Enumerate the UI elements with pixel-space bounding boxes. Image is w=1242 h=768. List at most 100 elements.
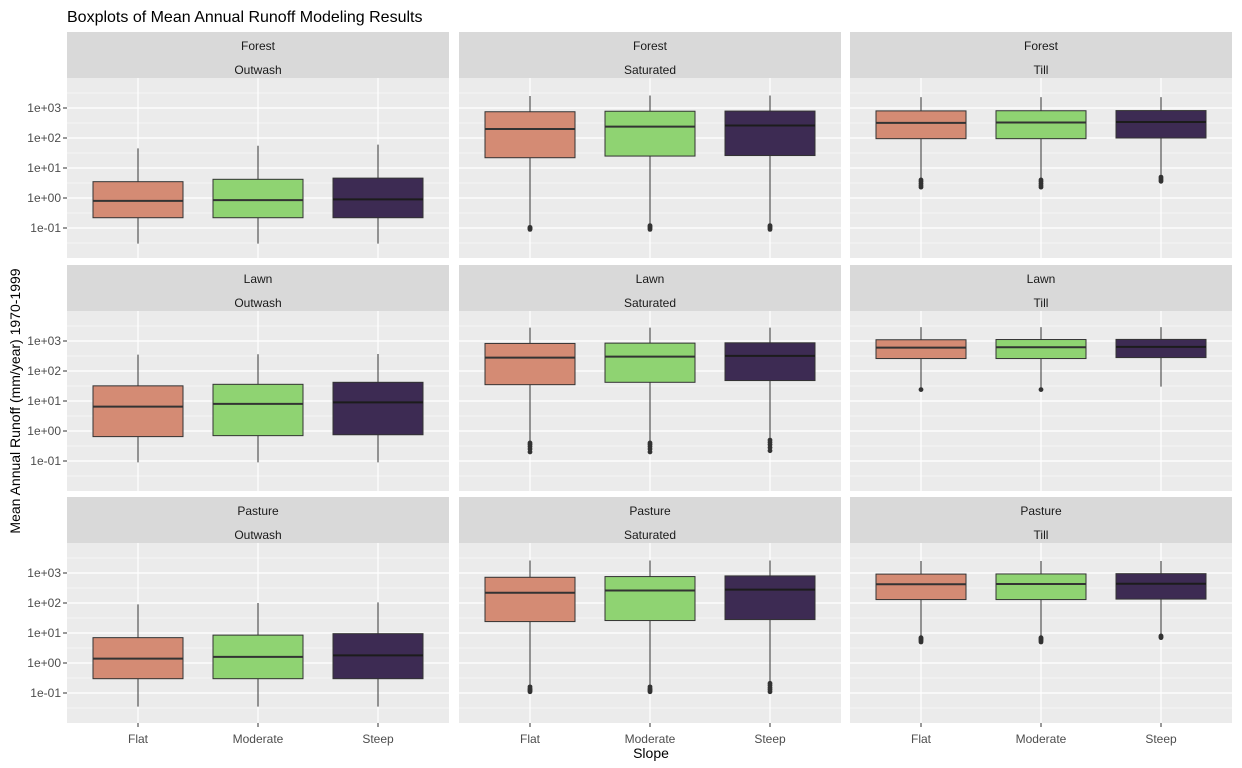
y-tick-label: 1e+02 — [27, 596, 61, 610]
box-moderate — [604, 560, 696, 695]
facet-strip — [67, 497, 449, 543]
facet-strip — [850, 265, 1232, 311]
box-flat — [92, 604, 184, 707]
outlier-point — [767, 437, 773, 443]
facet-col-label: Saturated — [624, 528, 676, 542]
facet-col-label: Outwash — [234, 63, 281, 77]
box-flat — [92, 354, 184, 463]
outlier-point — [527, 224, 533, 230]
facet-row-label: Pasture — [237, 504, 279, 518]
facet-col-label: Till — [1034, 296, 1049, 310]
panel-pasture-till: Pasture Till Flat Moderate Steep — [850, 497, 1232, 746]
y-axis-title: Mean Annual Runoff (mm/year) 1970-1999 — [7, 268, 23, 533]
box-flat — [875, 327, 967, 392]
box-steep — [1115, 561, 1207, 641]
box-moderate — [212, 354, 304, 463]
iqr-box — [995, 339, 1087, 360]
iqr-box — [604, 342, 696, 383]
iqr-box — [1115, 110, 1207, 139]
facet-row-label: Forest — [1024, 39, 1059, 53]
panel-lawn-till: Lawn Till — [850, 265, 1232, 491]
y-tick-label: 1e+00 — [27, 656, 61, 670]
chart-title: Boxplots of Mean Annual Runoff Modeling … — [67, 9, 422, 26]
box-moderate — [995, 97, 1087, 190]
facet-col-label: Saturated — [624, 63, 676, 77]
iqr-box — [724, 342, 816, 382]
iqr-box — [875, 339, 967, 360]
iqr-box — [92, 385, 184, 438]
x-tick-label: Moderate — [233, 732, 284, 746]
y-tick-label: 1e+03 — [27, 101, 61, 115]
box-moderate — [604, 327, 696, 455]
box-flat — [484, 560, 576, 695]
facet-strip — [850, 32, 1232, 78]
iqr-box — [604, 576, 696, 622]
box-moderate — [995, 327, 1087, 392]
panel-pasture-outwash: Pasture Outwash 1e-01 1e+00 1e+01 1e+02 1e+03 F… — [27, 497, 449, 746]
box-flat — [92, 148, 184, 244]
y-tick-label: 1e+02 — [27, 131, 61, 145]
y-tick-label: 1e+03 — [27, 566, 61, 580]
box-moderate — [212, 603, 304, 707]
facet-strip — [459, 265, 841, 311]
facet-row-label: Pasture — [1020, 504, 1062, 518]
x-tick-label: Steep — [754, 732, 786, 746]
x-tick-label: Flat — [128, 732, 149, 746]
y-tick-label: 1e+01 — [27, 394, 61, 408]
y-tick-label: 1e+01 — [27, 161, 61, 175]
outlier-point — [918, 177, 924, 183]
outlier-point — [1158, 174, 1164, 180]
facet-strip — [459, 497, 841, 543]
box-steep — [332, 353, 424, 463]
x-tick-label: Moderate — [1016, 732, 1067, 746]
y-tick-label: 1e+03 — [27, 334, 61, 348]
outlier-point — [1158, 633, 1164, 639]
iqr-box — [212, 178, 304, 219]
facet-col-label: Till — [1034, 63, 1049, 77]
outlier-point — [918, 635, 924, 641]
outlier-point — [647, 684, 653, 690]
iqr-box — [484, 342, 576, 386]
facet-row-label: Forest — [241, 39, 276, 53]
facet-row-label: Forest — [633, 39, 668, 53]
box-steep — [1115, 327, 1207, 387]
panel-forest-outwash: Forest Outwash 1e-01 1e+00 1e+01 1e+02 1e+03 — [27, 32, 449, 258]
facet-col-label: Saturated — [624, 296, 676, 310]
box-flat — [484, 96, 576, 232]
box-flat — [875, 561, 967, 645]
outlier-point — [647, 440, 653, 446]
outlier-point — [1038, 635, 1044, 641]
box-moderate — [212, 145, 304, 244]
box-moderate — [995, 561, 1087, 645]
x-axis-title: Slope — [633, 745, 669, 761]
box-moderate — [604, 95, 696, 232]
y-tick-label: 1e+01 — [27, 626, 61, 640]
box-steep — [724, 560, 816, 695]
iqr-box — [212, 383, 304, 437]
facet-panels: Forest Outwash 1e-01 1e+00 1e+01 1e+02 1e+03 Fo… — [27, 32, 1232, 746]
x-tick-label: Steep — [362, 732, 394, 746]
y-tick-label: 1e-01 — [30, 686, 61, 700]
facet-row-label: Pasture — [629, 504, 671, 518]
y-tick-label: 1e-01 — [30, 221, 61, 235]
box-steep — [332, 602, 424, 707]
box-flat — [484, 327, 576, 455]
box-steep — [332, 144, 424, 244]
outlier-point — [1038, 177, 1044, 183]
outlier-point — [527, 684, 533, 690]
iqr-box — [995, 110, 1087, 140]
outlier-point — [918, 387, 924, 392]
x-tick-label: Flat — [911, 732, 932, 746]
facet-row-label: Lawn — [1027, 272, 1056, 286]
outlier-point — [767, 223, 773, 229]
x-tick-label: Steep — [1145, 732, 1177, 746]
iqr-box — [1115, 573, 1207, 600]
panel-forest-saturated: Forest Saturated — [459, 32, 841, 258]
iqr-box — [724, 575, 816, 621]
panel-lawn-outwash: Lawn Outwash 1e-01 1e+00 1e+01 1e+02 1e+03 — [27, 265, 449, 491]
iqr-box — [332, 381, 424, 436]
facet-col-label: Outwash — [234, 296, 281, 310]
facet-row-label: Lawn — [636, 272, 665, 286]
facet-strip — [459, 32, 841, 78]
